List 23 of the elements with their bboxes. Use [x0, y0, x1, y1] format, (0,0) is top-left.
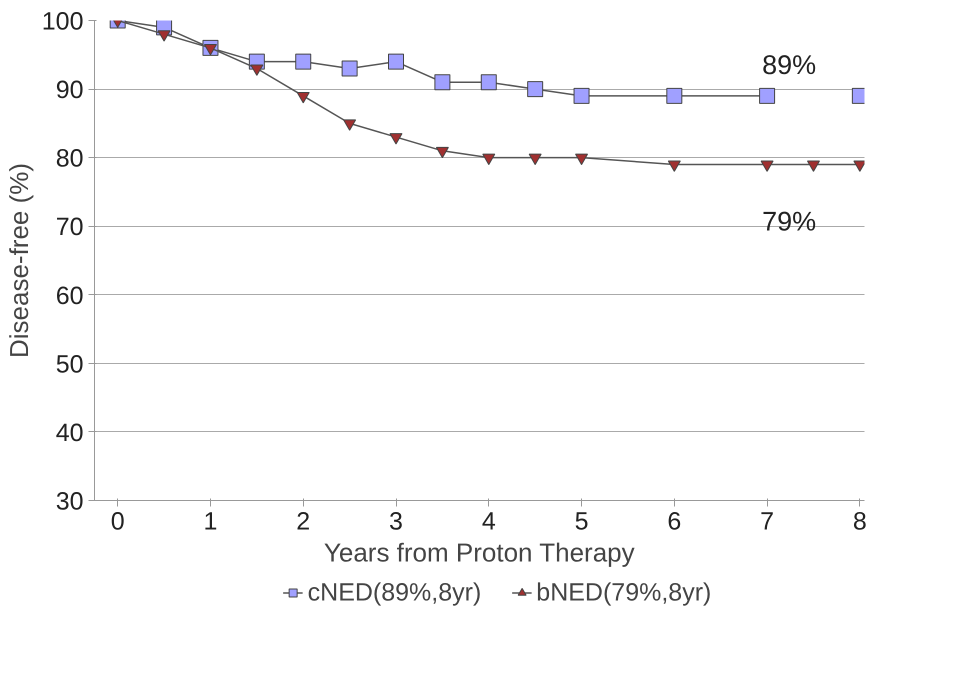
- x-tick-label: 5: [574, 508, 589, 536]
- x-tick-label: 1: [204, 508, 218, 536]
- y-tick-label: 40: [56, 418, 84, 447]
- y-tick-label: 100: [42, 8, 84, 36]
- legend-label: cNED(89%,8yr): [308, 578, 482, 607]
- y-tick-label: 30: [56, 488, 84, 516]
- x-axis-title: Years from Proton Therapy: [324, 538, 635, 568]
- x-tick-label: 7: [760, 508, 774, 536]
- y-tick-label: 70: [56, 213, 84, 242]
- x-tick-label: 3: [389, 508, 403, 536]
- x-tick-label: 8: [852, 508, 867, 536]
- annotation: 79%: [762, 206, 816, 236]
- y-tick-label: 90: [56, 76, 84, 104]
- legend-label: bNED(79%,8yr): [536, 578, 712, 607]
- x-tick-label: 2: [296, 508, 310, 536]
- annotation: 89%: [762, 50, 816, 80]
- x-tick-label: 6: [667, 508, 682, 536]
- y-axis-title: Disease-free (%): [4, 162, 34, 358]
- y-tick-label: 60: [56, 282, 84, 310]
- y-tick-label: 80: [56, 144, 84, 173]
- x-tick-label: 4: [482, 508, 496, 536]
- x-tick-label: 0: [110, 508, 125, 536]
- y-tick-label: 50: [56, 350, 84, 378]
